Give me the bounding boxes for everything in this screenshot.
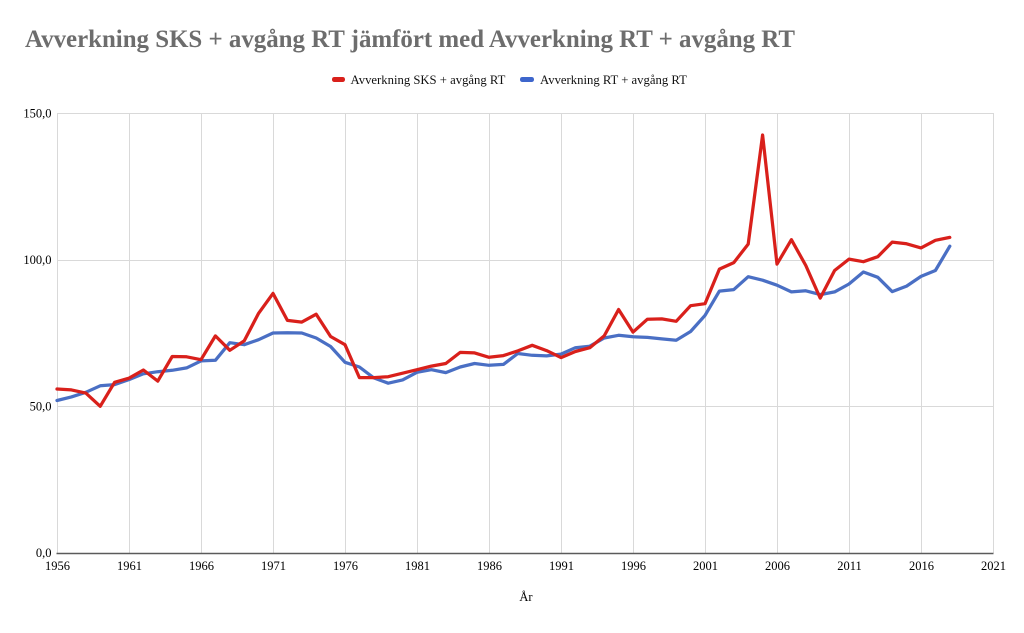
svg-text:2006: 2006 — [765, 559, 790, 573]
svg-text:1981: 1981 — [405, 559, 430, 573]
svg-text:0,0: 0,0 — [36, 546, 52, 560]
svg-text:50,0: 50,0 — [30, 400, 52, 414]
svg-text:2011: 2011 — [837, 559, 862, 573]
svg-text:2016: 2016 — [909, 559, 934, 573]
svg-text:1991: 1991 — [549, 559, 574, 573]
svg-text:1986: 1986 — [477, 559, 502, 573]
svg-text:1976: 1976 — [333, 559, 358, 573]
svg-text:2001: 2001 — [693, 559, 718, 573]
svg-text:2021: 2021 — [981, 559, 1006, 573]
svg-text:150,0: 150,0 — [23, 107, 51, 121]
svg-text:1971: 1971 — [261, 559, 286, 573]
svg-text:1966: 1966 — [189, 559, 214, 573]
svg-text:År: År — [519, 590, 533, 604]
svg-text:100,0: 100,0 — [23, 253, 51, 267]
svg-text:1996: 1996 — [621, 559, 646, 573]
svg-text:1956: 1956 — [45, 559, 70, 573]
svg-text:1961: 1961 — [117, 559, 142, 573]
